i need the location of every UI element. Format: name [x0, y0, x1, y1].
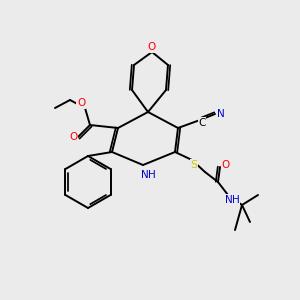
Text: O: O — [222, 160, 230, 170]
Text: O: O — [148, 42, 156, 52]
Text: H: H — [148, 170, 156, 180]
Text: N: N — [225, 195, 233, 205]
Text: N: N — [141, 170, 149, 180]
Text: N: N — [217, 109, 225, 119]
Text: S: S — [190, 160, 198, 170]
Text: O: O — [69, 132, 77, 142]
Text: O: O — [77, 98, 85, 108]
Text: H: H — [232, 195, 240, 205]
Text: C: C — [198, 118, 206, 128]
